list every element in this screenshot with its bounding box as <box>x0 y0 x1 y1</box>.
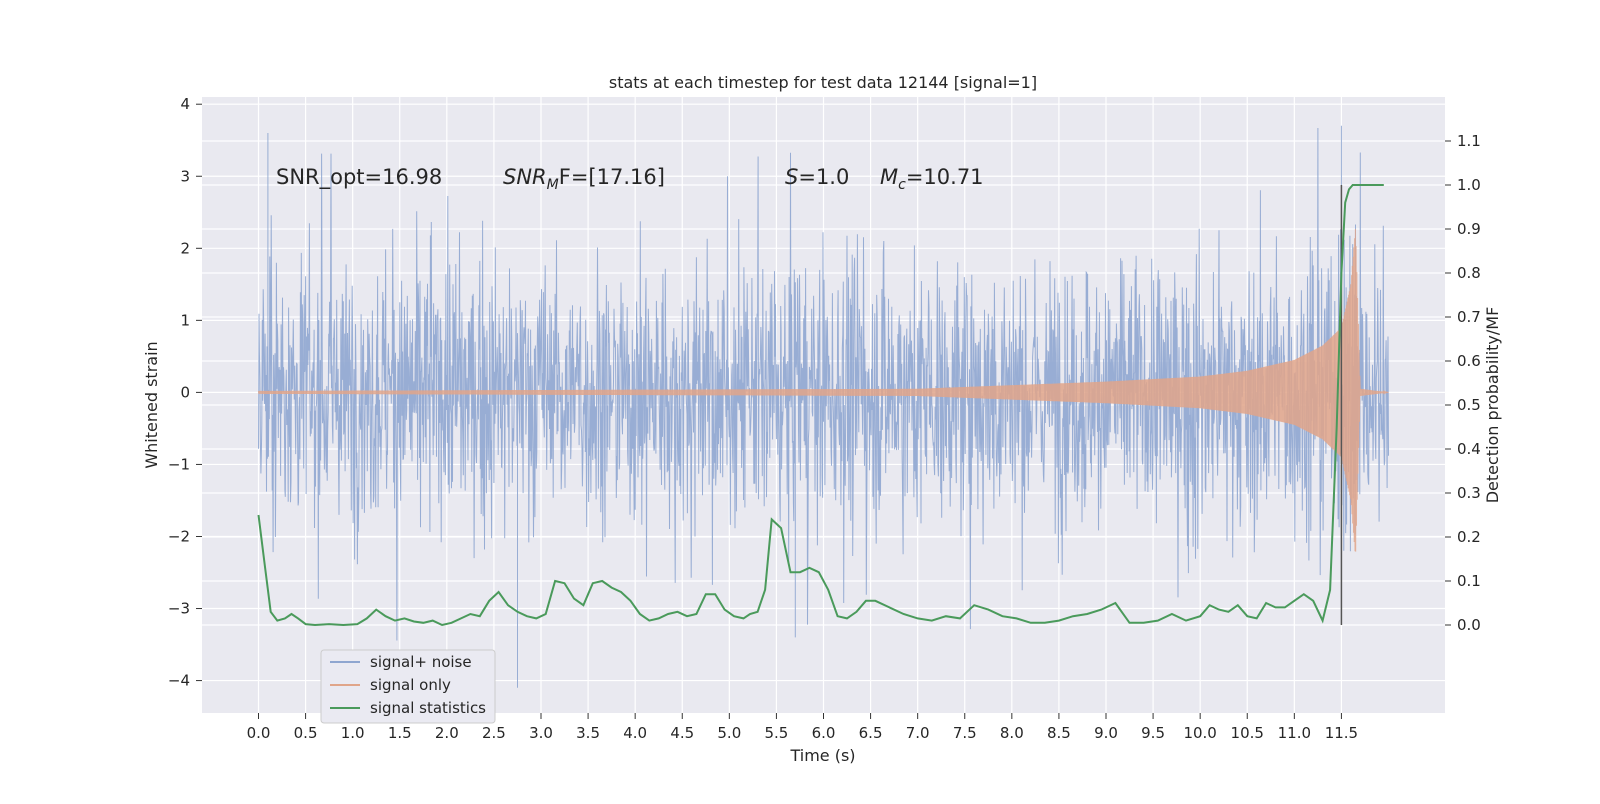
snr-mf-sub: M <box>547 177 559 193</box>
mc-value: =10.71 <box>906 165 984 189</box>
x-tick-label: 10.5 <box>1231 724 1264 742</box>
signal-statistics-line <box>257 184 1384 627</box>
signal-only-series <box>258 228 1389 552</box>
x-tick-label: 3.0 <box>529 724 553 742</box>
annotation-s: S=1.0 <box>785 165 849 189</box>
x-tick-label: 0.5 <box>294 724 318 742</box>
x-tick-label: 0.0 <box>247 724 271 742</box>
y-tick-label-left: −3 <box>168 600 190 618</box>
y-tick-label-right: 0.1 <box>1457 572 1481 590</box>
y-tick-label-right: 0.8 <box>1457 264 1481 282</box>
legend-box <box>320 649 496 724</box>
y-tick-label-right: 0.0 <box>1457 616 1481 634</box>
y-tick-label-left: 0 <box>180 383 190 401</box>
x-tick-label: 8.0 <box>1000 724 1024 742</box>
y-tick-label-left: −1 <box>168 455 190 473</box>
y-tick-label-left: −2 <box>168 527 190 545</box>
s-value: =1.0 <box>798 165 849 189</box>
x-tick-label: 4.0 <box>623 724 647 742</box>
x-tick-label: 11.5 <box>1325 724 1358 742</box>
annotation-snr-mf: SNRMF=[17.16] <box>503 165 665 193</box>
y-tick-label-right: 0.3 <box>1457 484 1481 502</box>
x-tick-label: 4.5 <box>670 724 694 742</box>
y-tick-label-left: 1 <box>180 311 190 329</box>
x-tick-label: 1.0 <box>341 724 365 742</box>
x-tick-label: 3.5 <box>576 724 600 742</box>
x-tick-label: 2.0 <box>435 724 459 742</box>
y-tick-label-right: 1.0 <box>1457 176 1481 194</box>
s-label: S <box>785 165 798 189</box>
x-tick-label: 6.0 <box>812 724 836 742</box>
y-tick-label-left: −4 <box>168 672 190 690</box>
annotation-snr-opt: SNR_opt=16.98 <box>276 165 442 190</box>
signal-only-line <box>258 228 1389 552</box>
x-tick-label: 5.5 <box>764 724 788 742</box>
y-axis-label-right: Detection probability/MF <box>1483 307 1502 504</box>
y-tick-label-right: 0.5 <box>1457 396 1481 414</box>
signal-plus-noise-series <box>258 125 1389 688</box>
x-axis-label: Time (s) <box>789 746 855 765</box>
y-tick-label-right: 0.9 <box>1457 220 1481 238</box>
x-tick-label: 1.5 <box>388 724 412 742</box>
mc-base: M <box>880 165 898 189</box>
y-axis-label-left: Whitened strain <box>142 341 161 468</box>
y-tick-label-right: 1.1 <box>1457 132 1481 150</box>
x-tick-label: 7.0 <box>906 724 930 742</box>
x-tick-label: 11.0 <box>1278 724 1311 742</box>
y-tick-label-right: 0.4 <box>1457 440 1481 458</box>
snr-mf-base: SNR <box>503 165 547 189</box>
y-tick-label-right: 0.2 <box>1457 528 1481 546</box>
x-tick-label: 5.0 <box>717 724 741 742</box>
x-tick-label: 2.5 <box>482 724 506 742</box>
snr-mf-rest: F=[17.16] <box>559 165 665 189</box>
x-tick-label: 9.5 <box>1141 724 1165 742</box>
ticks: 0.0 0.5 1.0 1.5 2.0 2.5 3.0 3.5 4.0 4.5 5.0 5.5 6.0 6… <box>168 95 1481 742</box>
y-tick-label-left: 3 <box>180 167 190 185</box>
y-tick-label-right: 0.7 <box>1457 308 1481 326</box>
mc-sub: c <box>898 177 906 193</box>
x-tick-label: 7.5 <box>953 724 977 742</box>
chart-title: stats at each timestep for test data 121… <box>609 73 1037 92</box>
y-tick-label-left: 2 <box>180 239 190 257</box>
legend: signal+ noise signal only signal statist… <box>320 649 496 724</box>
legend-label-noise: signal+ noise <box>370 653 472 671</box>
signal-statistics-series <box>257 184 1384 627</box>
y-tick-label-left: 4 <box>180 95 190 113</box>
x-tick-label: 8.5 <box>1047 724 1071 742</box>
signal-plus-noise-line <box>258 125 1389 688</box>
annotation-mc: Mc=10.71 <box>880 165 984 193</box>
y-tick-label-right: 0.6 <box>1457 352 1481 370</box>
legend-label-signal: signal only <box>370 676 451 694</box>
x-tick-label: 10.0 <box>1183 724 1216 742</box>
legend-label-statistics: signal statistics <box>370 699 486 717</box>
x-tick-label: 6.5 <box>859 724 883 742</box>
x-tick-label: 9.0 <box>1094 724 1118 742</box>
